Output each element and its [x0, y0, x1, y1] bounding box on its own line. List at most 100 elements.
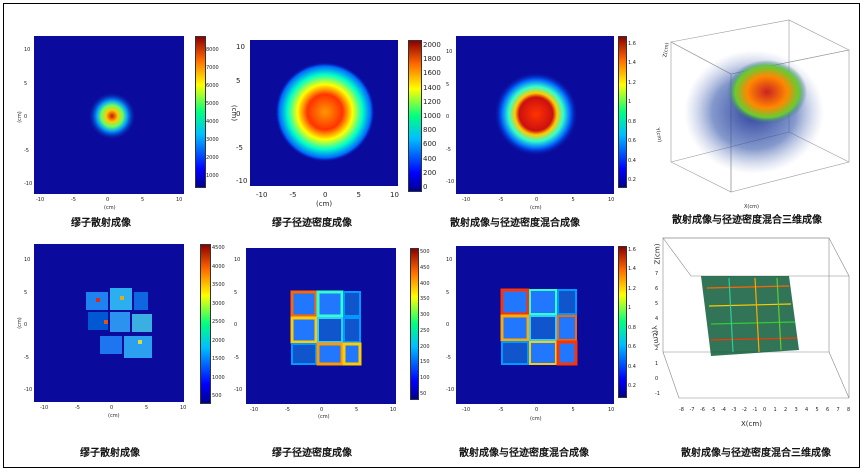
tick-label: 0 [24, 322, 28, 328]
tick-label: 8000 [206, 47, 219, 53]
tick-label: 10 [236, 43, 245, 51]
tick-label: 1 [655, 361, 659, 367]
tick-label: 1600 [423, 69, 441, 78]
tick-label: -10 [236, 177, 248, 185]
caption-r1c1: 缪子散射成像 [71, 218, 131, 229]
tick-label: -10 [256, 191, 268, 199]
tick-label: 10 [24, 47, 31, 53]
blocks-r2c1 [86, 288, 152, 358]
tick-label: 10 [390, 191, 399, 199]
tick-label: -5 [498, 197, 504, 203]
panel-r1c4: X(cm) Y(cm) Z(cm) [649, 12, 859, 212]
tick-label: 5 [355, 407, 359, 413]
tick-label: 1800 [423, 55, 441, 64]
tick-label: 10 [176, 197, 183, 203]
tick-label: 5 [234, 289, 238, 296]
tick-label: 10 [234, 257, 241, 263]
tick-label: 0.2 [628, 177, 636, 183]
tick-label: 5 [236, 76, 241, 85]
tick-label: 0 [535, 407, 539, 413]
tick-label: 0 [446, 114, 450, 120]
tick-label: 0 [655, 376, 659, 382]
tick-label: -2 [742, 407, 747, 413]
blocks-r2c2 [290, 290, 362, 366]
tick-label: -5 [236, 143, 243, 152]
tick-label: 4000 [212, 263, 225, 270]
colorbar-r1c1 [195, 36, 206, 188]
panel-r1c3: 1.6 1.4 1.2 1 0.8 0.6 0.4 0.2 -10 -5 0 5 10 10 5 0 -5 -… [444, 34, 644, 214]
tick-label: 1 [628, 305, 632, 312]
tick-label: 5 [571, 407, 575, 413]
tick-label: 5 [24, 289, 28, 296]
tick-label: 0.6 [628, 138, 636, 145]
cube3d-r2c4 [662, 237, 850, 399]
x-label-r1c1: (cm) [104, 205, 116, 211]
tick-label: 2000 [212, 337, 225, 344]
tick-label: 5000 [206, 101, 219, 107]
tick-label: 0.4 [628, 157, 636, 164]
y-label-r2c1: (cm) [16, 317, 23, 329]
tick-label: -10 [234, 387, 243, 393]
tick-label: 500 [420, 249, 430, 255]
heatmap-r2c2 [246, 248, 396, 404]
tick-label: 4 [655, 316, 659, 322]
tick-label: 1.4 [628, 266, 636, 273]
tick-label: 10 [446, 257, 453, 263]
heatmap-r2c3 [456, 246, 614, 404]
panel-r1c1: 8000 7000 6000 5000 4000 3000 2000 1000 -10 -5 0 5… [17, 34, 222, 214]
tick-label: -10 [446, 179, 455, 185]
tick-label: 0 [24, 114, 28, 120]
tick-label: 1.2 [628, 79, 636, 86]
tick-label: 0.6 [628, 344, 636, 351]
tick-label: -5 [24, 147, 29, 154]
colorbar-r2c1 [200, 244, 211, 404]
tick-label: 600 [423, 140, 437, 149]
tick-label: 2500 [212, 319, 225, 325]
caption-r2c3: 散射成像与径迹密度混合成像 [459, 448, 589, 459]
tick-label: 1000 [206, 173, 219, 179]
tick-label: 10 [446, 49, 453, 55]
blocks-r2c3 [500, 288, 578, 366]
x-label-r2c3: (cm) [530, 416, 542, 422]
panel-r2c1: 4500 4000 3500 3000 2500 2000 1500 1000 500 -10-… [17, 240, 225, 420]
tick-label: 0.8 [628, 324, 636, 331]
caption-r1c3: 散射成像与径迹密度混合成像 [450, 218, 580, 229]
caption-r1c2: 缪子径迹密度成像 [272, 218, 352, 229]
tick-label: 150 [420, 359, 430, 366]
tick-label: 10 [608, 197, 615, 203]
tick-label: -4 [721, 407, 726, 413]
tick-label: 5 [145, 405, 149, 411]
colorbar-r2c3 [618, 246, 627, 398]
tick-label: 5 [446, 289, 450, 296]
heatmap-r1c3 [456, 36, 614, 194]
heatmap-r1c2 [250, 40, 398, 186]
tick-label: -10 [40, 405, 49, 411]
tick-label: -5 [71, 197, 76, 203]
tick-label: 1.2 [628, 285, 636, 292]
colorbar-r1c3 [618, 36, 627, 188]
tick-label: 400 [420, 280, 430, 287]
tick-label: -1 [655, 391, 660, 397]
tick-label: 10 [390, 407, 397, 413]
tick-label: 200 [420, 343, 430, 350]
tick-label: 6 [655, 286, 659, 292]
tick-label: 0.8 [628, 118, 636, 125]
tick-label: 5 [446, 81, 450, 88]
tick-label: 4500 [212, 245, 225, 251]
x-label-r2c4: X(cm) [741, 420, 762, 428]
tick-label: -10 [250, 407, 259, 413]
tick-label: 0.2 [628, 383, 636, 389]
blob-r1c1 [88, 92, 136, 140]
tick-label: 3000 [212, 300, 225, 307]
tick-label: -5 [498, 407, 504, 413]
tick-label: 7 [655, 271, 659, 277]
cube3d-r1c4 [670, 19, 850, 193]
panel-r2c3: 1.6 1.4 1.2 1 0.8 0.6 0.4 0.2 -10 -5 0 5 10 10 5 0 -5 -… [444, 240, 644, 422]
figure-frame: 8000 7000 6000 5000 4000 3000 2000 1000 -10 -5 0 5… [3, 3, 860, 468]
tick-label: -10 [462, 197, 471, 203]
x-label-r2c1: (cm) [108, 413, 120, 419]
tick-label: 1400 [423, 83, 441, 92]
tick-label: -5 [24, 354, 29, 361]
y-label-r1c2: (cm) [230, 104, 239, 122]
tick-label: 1 [628, 99, 632, 106]
